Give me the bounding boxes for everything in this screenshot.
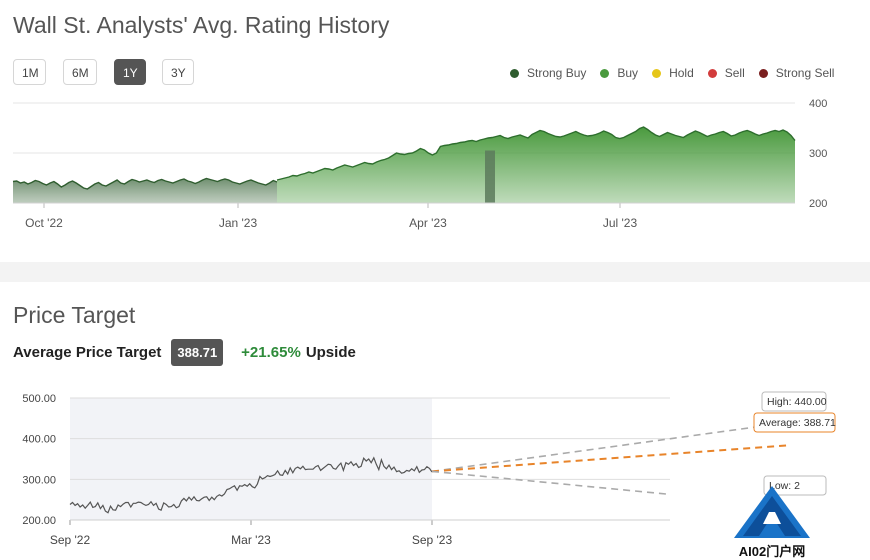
high-target-label-text: High: 440.00 <box>767 396 827 408</box>
sell-dot-icon <box>707 68 717 78</box>
logo-mark-icon <box>763 512 781 524</box>
upside-label: Upside <box>305 344 356 361</box>
legend-label: Buy <box>617 66 639 80</box>
high-target-label: High: 440.00 <box>761 391 827 412</box>
legend-label: Sell <box>724 66 745 80</box>
strong-sell-dot-icon <box>758 68 768 78</box>
x-tick-label: Jan '23 <box>219 216 258 230</box>
y-tick-label: 300 <box>809 148 827 160</box>
y-tick-label: 400.00 <box>22 434 56 446</box>
high-target-label-box <box>761 391 827 412</box>
price-target-title: Price Target <box>13 302 136 328</box>
low-target-label-text: Low: 2 <box>769 480 800 492</box>
y-tick-label: 200.00 <box>22 515 56 527</box>
price-line <box>69 456 433 514</box>
buy-line <box>276 126 796 181</box>
legend-label: Hold <box>669 66 694 80</box>
x-tick-label: Sep '23 <box>412 533 453 547</box>
average-target-label-box <box>753 412 836 433</box>
rating-legend: Strong Buy Buy Hold Sell Strong Sell <box>510 66 834 80</box>
avg-price-target-label: Average Price Target <box>13 344 162 361</box>
section-divider <box>0 262 870 282</box>
buy-dot-icon <box>600 68 610 78</box>
x-tick-label: Sep '22 <box>50 533 91 547</box>
y-tick-label: 200 <box>809 198 827 210</box>
price-target-chart: 200.00 300.00 400.00 500.00 Sep '22 Mar '23 Se… <box>22 391 836 547</box>
x-tick-label: Jul '23 <box>603 216 638 230</box>
history-shaded-region <box>70 398 432 520</box>
upside-percent: +21.65% <box>241 344 301 361</box>
x-tick-label: Oct '22 <box>25 216 63 230</box>
hold-dot-icon <box>652 68 662 78</box>
legend-hold[interactable]: Hold <box>652 66 694 80</box>
logo-text: AI02门户网 <box>739 544 805 559</box>
avg-price-target-badge: 388.71 <box>171 339 224 366</box>
average-target-label-text: Average: 388.71 <box>759 417 836 429</box>
legend-strong-buy[interactable]: Strong Buy <box>510 66 586 80</box>
period-3y-button[interactable]: 3Y <box>162 59 194 85</box>
rating-history-panel: Wall St. Analysts' Avg. Rating History 1… <box>0 0 870 262</box>
strong-buy-dot-icon <box>510 68 519 78</box>
period-1m-button[interactable]: 1M <box>13 59 46 85</box>
x-tick-label: Mar '23 <box>231 533 271 547</box>
average-price-target-row: Average Price Target 388.71 +21.65% Upsi… <box>13 339 356 366</box>
x-tick-label: Apr '23 <box>409 216 447 230</box>
average-target-label: Average: 388.71 <box>753 412 836 433</box>
period-1y-button[interactable]: 1Y <box>114 59 146 85</box>
low-forecast-line <box>431 470 671 496</box>
period-6m-button[interactable]: 6M <box>63 59 97 85</box>
legend-buy[interactable]: Buy <box>600 66 638 80</box>
low-target-label-box <box>763 475 827 496</box>
y-tick-label: 500.00 <box>22 393 56 405</box>
price-target-panel: Price Target Average Price Target 388.71… <box>0 282 870 560</box>
strong-buy-line <box>12 177 278 190</box>
site-logo-watermark: AI02门户网 <box>734 486 810 559</box>
legend-label: Strong Sell <box>775 66 835 80</box>
buy-area <box>277 127 795 203</box>
low-target-label: Low: 2 <box>763 475 827 496</box>
rating-history-chart: 200 300 400 Oct '22 Jan '23 Apr '23 Jul '23 <box>12 98 827 230</box>
strong-buy-area <box>13 178 277 203</box>
legend-label: Strong Buy <box>527 66 587 80</box>
legend-sell[interactable]: Sell <box>707 66 745 80</box>
y-tick-label: 400 <box>809 98 827 110</box>
rating-history-title: Wall St. Analysts' Avg. Rating History <box>13 12 390 38</box>
high-forecast-line <box>431 425 761 473</box>
y-tick-label: 300.00 <box>22 474 56 486</box>
average-forecast-line <box>431 444 791 473</box>
legend-strong-sell[interactable]: Strong Sell <box>758 66 835 80</box>
rating-change-marker <box>485 150 495 203</box>
